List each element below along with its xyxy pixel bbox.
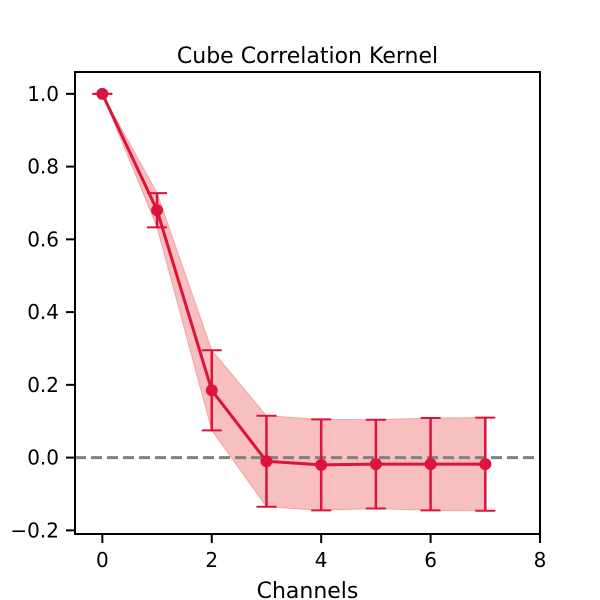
y-tick-label: 0.0: [27, 446, 59, 470]
x-tick-label: 8: [534, 548, 547, 572]
data-point: [151, 204, 164, 217]
y-tick-label: 0.8: [27, 155, 59, 179]
series-line: [100, 93, 486, 467]
chart-title: Cube Correlation Kernel: [177, 44, 438, 69]
x-tick-label: 4: [315, 548, 328, 572]
data-point: [424, 458, 437, 471]
x-axis-title: Channels: [257, 579, 359, 600]
error-band-layer: [101, 93, 486, 512]
error-band: [101, 93, 486, 512]
x-tick-label: 0: [96, 548, 109, 572]
plot-frame: [74, 71, 541, 535]
data-point: [205, 384, 218, 397]
x-tick-label: 6: [424, 548, 437, 572]
y-tick-label: −0.2: [10, 518, 59, 542]
y-tick-label: 0.6: [27, 227, 59, 251]
y-tick-label: 1.0: [27, 82, 59, 106]
data-point: [479, 458, 492, 471]
data-point: [315, 458, 328, 471]
data-point: [96, 87, 109, 100]
series-line-layer: [100, 93, 486, 467]
y-tick-label: 0.4: [27, 300, 59, 324]
data-point-layer: [96, 87, 492, 471]
data-point: [260, 455, 273, 468]
data-point: [369, 458, 382, 471]
y-tick-label: 0.2: [27, 373, 59, 397]
tick-layer: 0 2 4 6 8 −0.2 0.0 0.2 0.4 0.6 0.8 1.0: [10, 82, 546, 572]
x-tick-label: 2: [205, 548, 218, 572]
